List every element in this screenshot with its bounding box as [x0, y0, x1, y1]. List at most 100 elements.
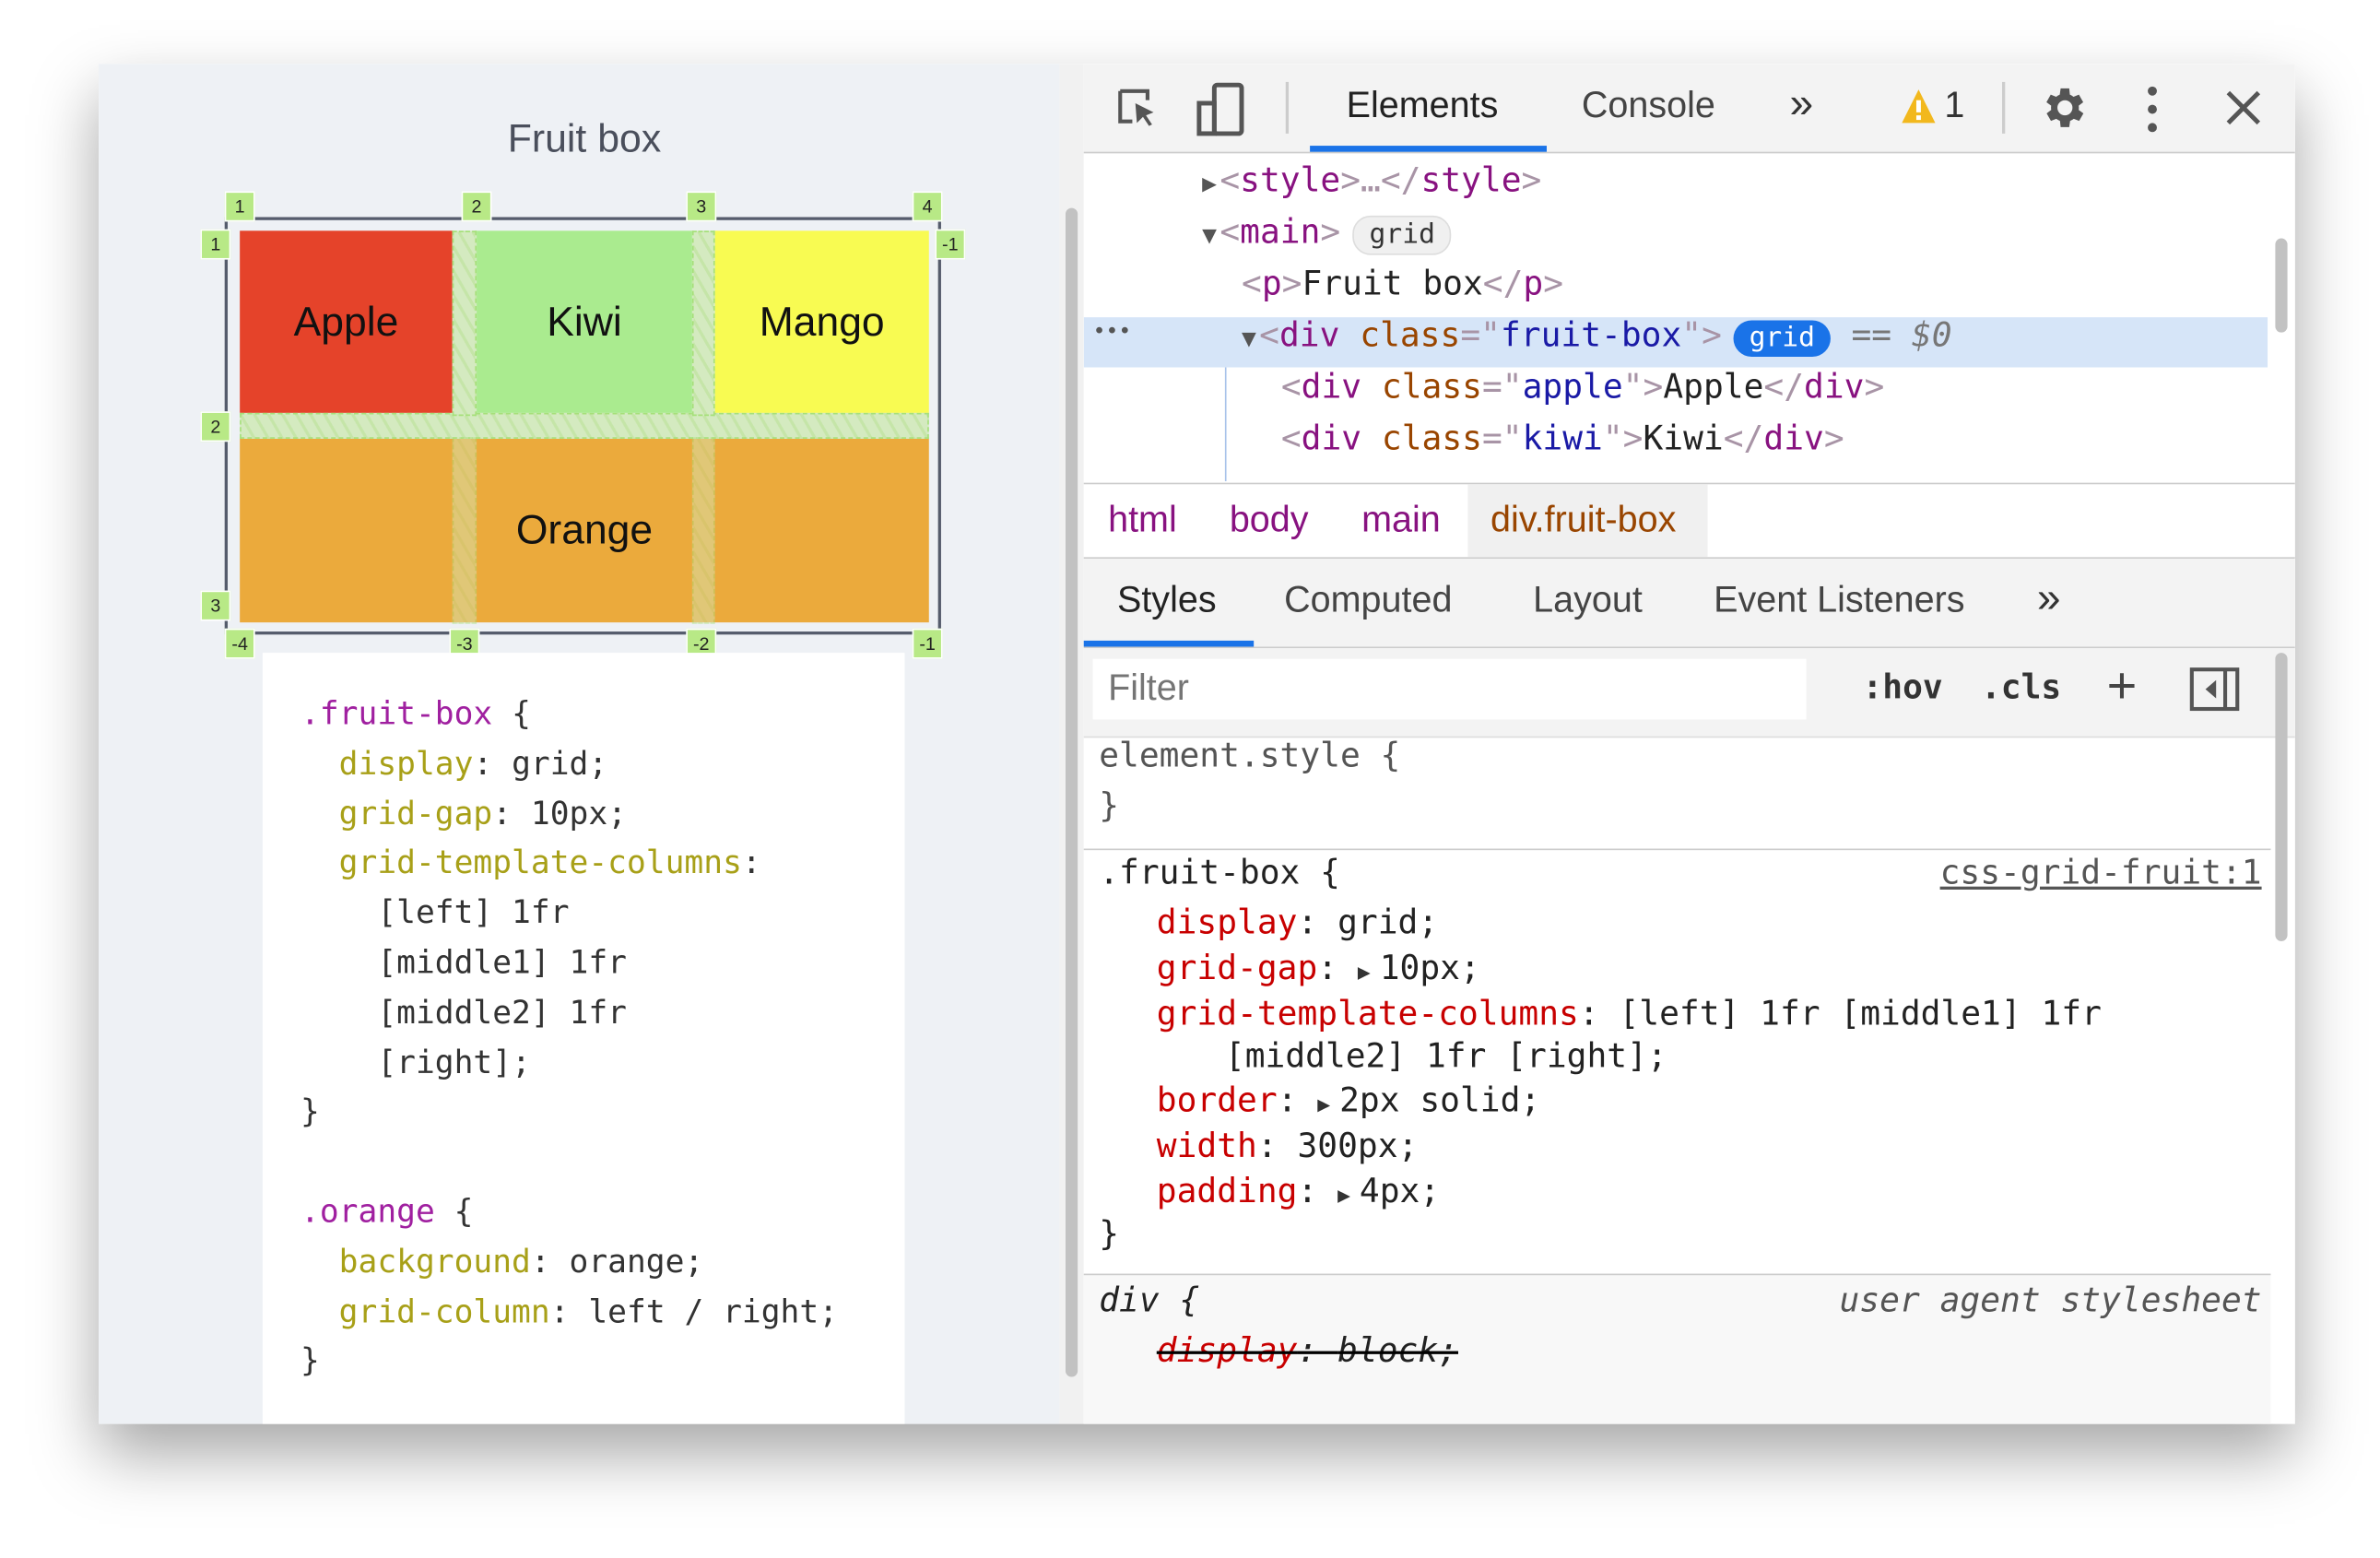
code-line: grid-gap: 10px; [300, 795, 627, 832]
grid-badge[interactable]: grid [1352, 215, 1453, 255]
cls-button[interactable]: .cls [1980, 669, 2062, 708]
tab-event-listeners[interactable]: Event Listeners [1714, 580, 1965, 621]
expand-shorthand-icon[interactable]: ▶ [1337, 1184, 1350, 1209]
tree-scrollbar-thumb[interactable] [2275, 238, 2288, 333]
warning-icon[interactable] [1901, 89, 1938, 125]
property-value[interactable]: grid; [1337, 904, 1439, 943]
tree-node[interactable]: <div class="kiwi">Kiwi</div> [1281, 420, 1844, 458]
tab-layout[interactable]: Layout [1533, 580, 1643, 621]
styles-scrollbar-thumb[interactable] [2275, 653, 2288, 941]
rule-selector[interactable]: .fruit-box { [1099, 855, 1340, 893]
code-line: [right]; [300, 1044, 531, 1080]
tree-token: < [1219, 162, 1241, 201]
breadcrumb-body[interactable]: body [1229, 499, 1309, 541]
colon: : [1297, 904, 1338, 943]
style-declaration[interactable]: padding: ▶ 4px; [1157, 1174, 1440, 1211]
style-declaration[interactable]: border: ▶ 2px solid; [1157, 1082, 1540, 1120]
tree-node[interactable]: ▶ <style>…</style> [1202, 162, 1541, 200]
toggle-sidebar-icon[interactable] [2189, 667, 2241, 712]
expand-shorthand-icon[interactable]: ▶ [1357, 961, 1371, 986]
grid-badge-active[interactable]: grid [1734, 320, 1831, 357]
property-value[interactable]: 300px; [1297, 1127, 1419, 1166]
code-line: grid-column: left / right; [300, 1292, 838, 1329]
tree-token: div [1301, 420, 1362, 459]
code-token: grid-template-columns [300, 844, 742, 881]
code-line: } [300, 1093, 320, 1130]
breadcrumb-main[interactable]: main [1361, 499, 1441, 541]
style-declaration-continued[interactable]: [middle2] 1fr [right]; [1224, 1038, 1667, 1077]
tab-elements-indicator [1310, 146, 1547, 152]
tree-node[interactable]: ▼ <div class="fruit-box"> grid == $0 [1242, 317, 1952, 357]
property-name[interactable]: grid-gap [1156, 950, 1318, 989]
property-name[interactable]: padding [1156, 1173, 1298, 1212]
code-token: : grid; [473, 745, 608, 782]
property-value[interactable]: [left] 1fr [middle1] 1fr [1619, 996, 2102, 1034]
inspect-icon[interactable] [1114, 85, 1163, 134]
code-token: display [300, 745, 474, 782]
toolbar-divider-2 [2001, 81, 2006, 134]
selected-node-ref: == $0 [1851, 317, 1952, 356]
tree-node[interactable]: <p>Fruit box</p> [1242, 266, 1563, 303]
styles-subtabs: Styles Computed Layout Event Listeners » [1083, 558, 2295, 649]
tree-token: Fruit box [1302, 266, 1483, 304]
tab-console[interactable]: Console [1581, 85, 1715, 126]
tree-token: =" [1481, 369, 1523, 407]
expand-triangle-icon[interactable]: ▼ [1242, 323, 1256, 353]
colon: : [1277, 1082, 1318, 1121]
rule-source-link[interactable]: css-grid-fruit:1 [1939, 855, 2262, 893]
tree-node[interactable]: <div class="apple">Apple</div> [1281, 369, 1884, 407]
code-token: [right]; [300, 1044, 531, 1080]
ua-prop-overridden[interactable]: display: block; [1156, 1332, 1458, 1371]
expand-shorthand-icon[interactable]: ▶ [1317, 1092, 1331, 1117]
style-declaration[interactable]: display: grid; [1157, 904, 1438, 942]
cell-orange: Orange [240, 438, 929, 623]
colon: : [1297, 1173, 1338, 1212]
grid-line-label-left: 1 [200, 229, 231, 260]
hov-button[interactable]: :hov [1862, 669, 1943, 708]
tree-token: class [1361, 369, 1482, 407]
cell-apple: Apple [240, 230, 453, 413]
kebab-menu-icon[interactable] [2143, 85, 2162, 134]
breadcrumb-div-fruit-box[interactable]: div.fruit-box [1490, 499, 1677, 541]
element-style-close: } [1099, 787, 1120, 826]
property-name[interactable]: display [1156, 904, 1298, 943]
device-toolbar-icon[interactable] [1196, 82, 1248, 136]
warning-count[interactable]: 1 [1944, 85, 1965, 126]
grid-line-label-bottom: -4 [224, 628, 255, 659]
new-style-rule-button[interactable]: + [2106, 657, 2138, 715]
tab-elements[interactable]: Elements [1346, 85, 1499, 126]
page-scrollbar[interactable] [1059, 64, 1084, 1424]
breadcrumb-html[interactable]: html [1108, 499, 1177, 541]
devtools-panel: Elements Console » 1 ▶ <style>…</style> ▼ <… [1083, 64, 2295, 1424]
toolbar-divider [1285, 81, 1290, 134]
property-name[interactable]: border [1156, 1082, 1278, 1121]
code-line: .fruit-box { [300, 695, 531, 732]
property-name[interactable]: grid-template-columns [1156, 996, 1579, 1034]
property-name[interactable]: width [1156, 1127, 1257, 1166]
tab-styles[interactable]: Styles [1116, 580, 1217, 621]
code-line: } [300, 1342, 320, 1379]
close-icon[interactable] [2225, 89, 2262, 126]
tree-node[interactable]: ▼ <main> grid [1202, 214, 1453, 255]
tree-token: > [1543, 266, 1564, 304]
filter-input[interactable] [1092, 658, 1807, 720]
style-declaration[interactable]: grid-gap: ▶ 10px; [1157, 950, 1480, 988]
tab-computed[interactable]: Computed [1284, 580, 1453, 621]
indent-guide [1224, 367, 1227, 482]
style-declaration[interactable]: grid-template-columns: [left] 1fr [middl… [1157, 996, 2102, 1033]
gear-icon[interactable] [2037, 82, 2089, 134]
property-value[interactable]: 4px; [1359, 1173, 1441, 1212]
expand-triangle-icon[interactable]: ▼ [1202, 219, 1218, 250]
more-subtabs-button[interactable]: » [2036, 573, 2061, 621]
style-declaration[interactable]: width: 300px; [1157, 1127, 1419, 1165]
ua-prop-value: block; [1337, 1332, 1458, 1371]
more-tabs-button[interactable]: » [1789, 78, 1814, 126]
tree-token: < [1259, 317, 1279, 356]
expand-triangle-icon[interactable]: ▶ [1202, 168, 1218, 198]
property-value[interactable]: 10px; [1379, 950, 1480, 989]
element-style-selector[interactable]: element.style { [1099, 738, 1401, 776]
property-value[interactable]: 2px solid; [1339, 1082, 1541, 1121]
scrollbar-thumb[interactable] [1065, 207, 1078, 1377]
tree-token: > [1521, 162, 1542, 201]
node-actions-ellipsis[interactable]: ••• [1092, 320, 1132, 345]
